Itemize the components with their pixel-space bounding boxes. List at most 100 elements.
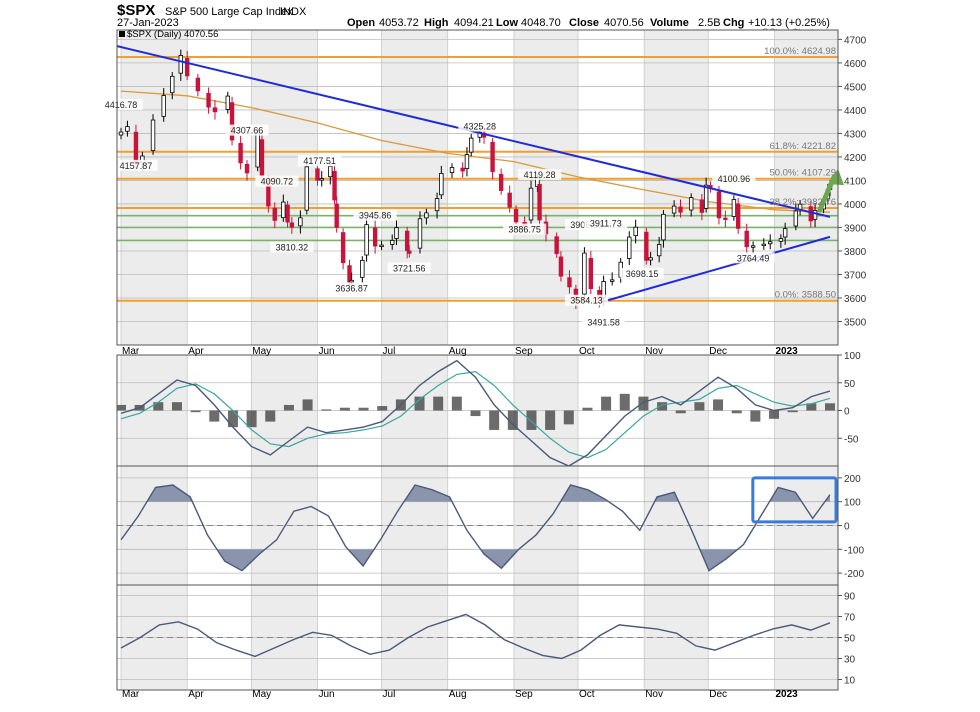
macd-histogram-bar <box>787 410 798 413</box>
month-label: Aug <box>449 346 467 357</box>
macd-histogram-bar <box>769 410 780 419</box>
price-label-box <box>114 159 158 171</box>
price-label: 4416.78 <box>105 100 138 110</box>
macd-histogram-bar <box>619 393 630 411</box>
price-y-tick-label: 4300 <box>844 129 867 140</box>
fib-level-label: 38.2%: 3982.76 <box>769 197 836 208</box>
candle-body <box>688 197 694 211</box>
macd-panel: -50 0 50 100 <box>116 351 861 467</box>
candle-body <box>793 210 799 227</box>
month-label: Apr <box>188 346 204 357</box>
month-label: Jun <box>318 689 334 700</box>
month-label: May <box>252 346 271 357</box>
price-y-tick-label: 3700 <box>844 270 867 281</box>
macd-histogram-bar <box>582 407 593 411</box>
candle-body <box>656 243 662 257</box>
price-label-box <box>270 241 314 253</box>
fib-level-label: 100.0%: 4624.98 <box>764 46 836 57</box>
macd-histogram-bar <box>545 410 556 430</box>
cci-line <box>120 484 831 572</box>
price-y-tick-label: 3800 <box>844 247 867 258</box>
x-axis: Mar Mar Apr Apr May May Jun Jun Jul Jul Aug Aug Sep S… <box>122 346 798 700</box>
candle-body <box>627 236 632 259</box>
macd-histogram-bar <box>153 402 164 411</box>
macd-y-tick-label: 50 <box>844 379 856 390</box>
macd-line <box>120 359 831 466</box>
macd-histogram-bar <box>675 410 686 414</box>
close-value: 4070.56 <box>604 17 644 29</box>
rsi-frame <box>116 584 839 691</box>
macd-histogram-bar <box>283 404 294 411</box>
price-label: 3721.56 <box>393 263 426 273</box>
macd-histogram-bar <box>321 409 332 411</box>
high-label: High <box>424 17 449 29</box>
macd-histogram-bar <box>825 403 835 411</box>
candle-body <box>133 131 139 165</box>
candle-body <box>161 95 166 117</box>
candle-body <box>744 230 749 248</box>
candle-body <box>761 243 766 247</box>
candle-body <box>588 258 594 289</box>
quote-date: 27-Jan-2023 <box>117 17 179 29</box>
candle-body <box>332 170 337 201</box>
candle-body <box>285 204 290 223</box>
candle-body <box>315 168 320 181</box>
price-label: 4100.96 <box>718 174 751 184</box>
candle-body <box>782 228 788 238</box>
candle-body <box>449 167 455 173</box>
month-label: Dec <box>709 689 727 700</box>
price-label: 3911.73 <box>590 219 622 229</box>
candle-body <box>750 245 756 248</box>
price-label-box <box>255 175 299 187</box>
chg-value: +10.13 (+0.25%) <box>748 17 830 29</box>
candle-body <box>364 224 369 256</box>
candle-body <box>170 75 175 94</box>
downtrend-trendline <box>117 45 831 218</box>
price-label-box <box>584 217 628 229</box>
price-y-tick-label: 4400 <box>844 106 867 117</box>
price-y-tick-label: 4700 <box>844 35 867 46</box>
month-label: Jun <box>318 346 334 357</box>
month-label: Aug <box>449 689 467 700</box>
cci-y-tick-label: 200 <box>844 474 861 485</box>
volume-label: Volume <box>650 17 689 29</box>
volume-value: 2.5B <box>698 17 721 29</box>
macd-histogram-bar <box>265 410 276 422</box>
macd-histogram-bar <box>377 406 388 411</box>
candle-body <box>347 265 352 283</box>
candle-body <box>469 137 474 153</box>
symbol: $SPX <box>117 2 155 19</box>
price-frame <box>116 29 839 346</box>
open-label: Open <box>347 17 375 29</box>
price-y-tick-label: 4600 <box>844 59 867 70</box>
candle-body <box>259 139 265 176</box>
candle-body <box>150 119 156 152</box>
candle-body <box>644 231 649 261</box>
rsi-y-tick-label: 10 <box>844 676 856 687</box>
uptrend-trendline <box>603 235 831 303</box>
candle-body <box>731 199 737 217</box>
month-label: Dec <box>709 346 727 357</box>
candle-body <box>195 77 201 92</box>
price-label-box <box>582 316 626 328</box>
candle-body <box>244 163 250 174</box>
fib-level-label: 61.8%: 4221.82 <box>769 141 836 152</box>
macd-histogram-bar <box>190 410 201 413</box>
candle-body <box>125 126 130 132</box>
candle-body <box>671 205 677 214</box>
candle-body <box>407 250 412 254</box>
price-y-tick-label: 3900 <box>844 223 867 234</box>
candle-body <box>464 154 470 169</box>
candle-body <box>298 217 303 227</box>
rsi-panel: 10 30 50 70 90 <box>116 584 856 691</box>
candle-body <box>328 165 333 178</box>
month-label: Sep <box>515 346 533 357</box>
candle-body <box>229 102 235 141</box>
price-label-box <box>353 209 397 221</box>
candle-body <box>498 173 504 191</box>
macd-histogram-bar <box>414 396 425 411</box>
fib-level-label: 50.0%: 4107.29 <box>769 168 836 179</box>
fib-level-label: 0.0%: 3588.50 <box>775 290 836 301</box>
macd-histogram-bar <box>117 404 126 411</box>
